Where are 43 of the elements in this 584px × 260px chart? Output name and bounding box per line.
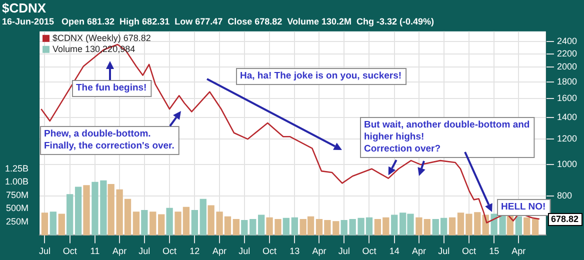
x-tick-label: Oct xyxy=(362,246,377,256)
x-tick-label: Jul xyxy=(238,246,250,256)
annotation: The fun begins! xyxy=(76,82,147,94)
annotation: HELL NO! xyxy=(501,201,546,212)
chart-title: $CDNX xyxy=(2,0,46,16)
x-tick-label: Apr xyxy=(212,246,227,256)
x-tick-label: Oct xyxy=(462,246,476,256)
x-tick-label: Apr xyxy=(112,246,127,256)
y-tick-label: 2000 xyxy=(556,62,578,72)
y-tick-label: 1000 xyxy=(556,159,578,170)
y2-tick-label: 1.00B xyxy=(4,176,29,187)
y2-tick-label: 1.25B xyxy=(4,164,29,174)
y2-tick-label: 250M xyxy=(6,216,29,226)
x-tick-label: 11 xyxy=(90,246,100,256)
x-tick-label: Jul xyxy=(38,246,50,256)
x-tick-label: Jul xyxy=(138,246,150,256)
text: 678.82 xyxy=(550,214,579,224)
y2-tick-label: 500M xyxy=(6,203,29,214)
y-tick-label: 2400 xyxy=(556,36,578,46)
x-tick-label: Apr xyxy=(512,246,526,256)
x-tick-label: Oct xyxy=(262,246,278,256)
x-tick-label: Oct xyxy=(62,246,78,256)
y-tick-label: 2200 xyxy=(556,48,578,58)
x-tick-label: Jul xyxy=(338,246,350,256)
x-tick-label: 15 xyxy=(489,246,500,256)
x-tick-label: 13 xyxy=(290,246,300,256)
annotation: But wait, another double-bottom and higher highs! Correction over? xyxy=(364,119,530,154)
chart-subtitle: 16-Jun-2015 Open 681.32 High 682.31 Low 677.47 Close 678.82 Volume 130.2M Chg -3.32 (-0.49%) xyxy=(2,16,434,26)
x-tick-label: Oct xyxy=(162,246,178,256)
legend-label: $CDNX (Weekly) 678.82 xyxy=(52,32,151,43)
y-tick-label: 1400 xyxy=(556,112,578,122)
y-tick-label: 800 xyxy=(556,190,572,200)
x-tick-label: Jul xyxy=(438,246,450,256)
x-tick-label: Apr xyxy=(412,246,426,256)
y-tick-label: 1800 xyxy=(556,76,578,86)
annotation: Ha, ha! The joke is on you, suckers! xyxy=(240,70,402,82)
x-tick-label: 12 xyxy=(190,246,200,256)
y2-tick-label: 750M xyxy=(6,190,29,200)
y-tick-label: 1600 xyxy=(556,93,578,104)
x-tick-label: 14 xyxy=(389,246,400,256)
x-tick-label: Apr xyxy=(312,246,326,256)
annotation: Phew, a double-bottom. Finally, the correction's over. xyxy=(44,128,174,152)
y-tick-label: 1200 xyxy=(556,133,578,144)
